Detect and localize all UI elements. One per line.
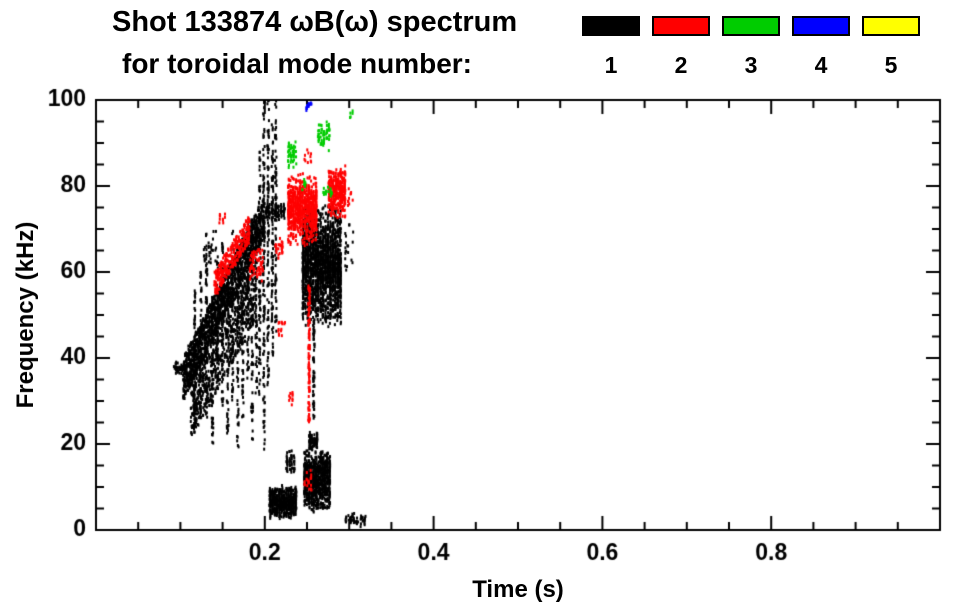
- legend-swatch-mode-4: [792, 16, 850, 36]
- legend-mode-number-4: 4: [814, 52, 828, 78]
- legend-mode-number-1: 1: [604, 52, 618, 78]
- legend-swatch-mode-5: [862, 16, 920, 36]
- legend-swatch-mode-2: [652, 16, 710, 36]
- plot-title-line2: for toroidal mode number:: [122, 48, 472, 79]
- y-axis-label: Frequency (kHz): [12, 221, 39, 409]
- legend-mode-number-5: 5: [884, 52, 898, 78]
- legend-swatch-mode-1: [582, 16, 640, 36]
- plot-title-line1: Shot 133874 ωB(ω) spectrum: [112, 6, 518, 38]
- legend-mode-number-2: 2: [674, 52, 688, 78]
- legend-swatch-mode-3: [722, 16, 780, 36]
- legend-mode-number-3: 3: [744, 52, 758, 78]
- x-axis-label: Time (s): [472, 576, 564, 603]
